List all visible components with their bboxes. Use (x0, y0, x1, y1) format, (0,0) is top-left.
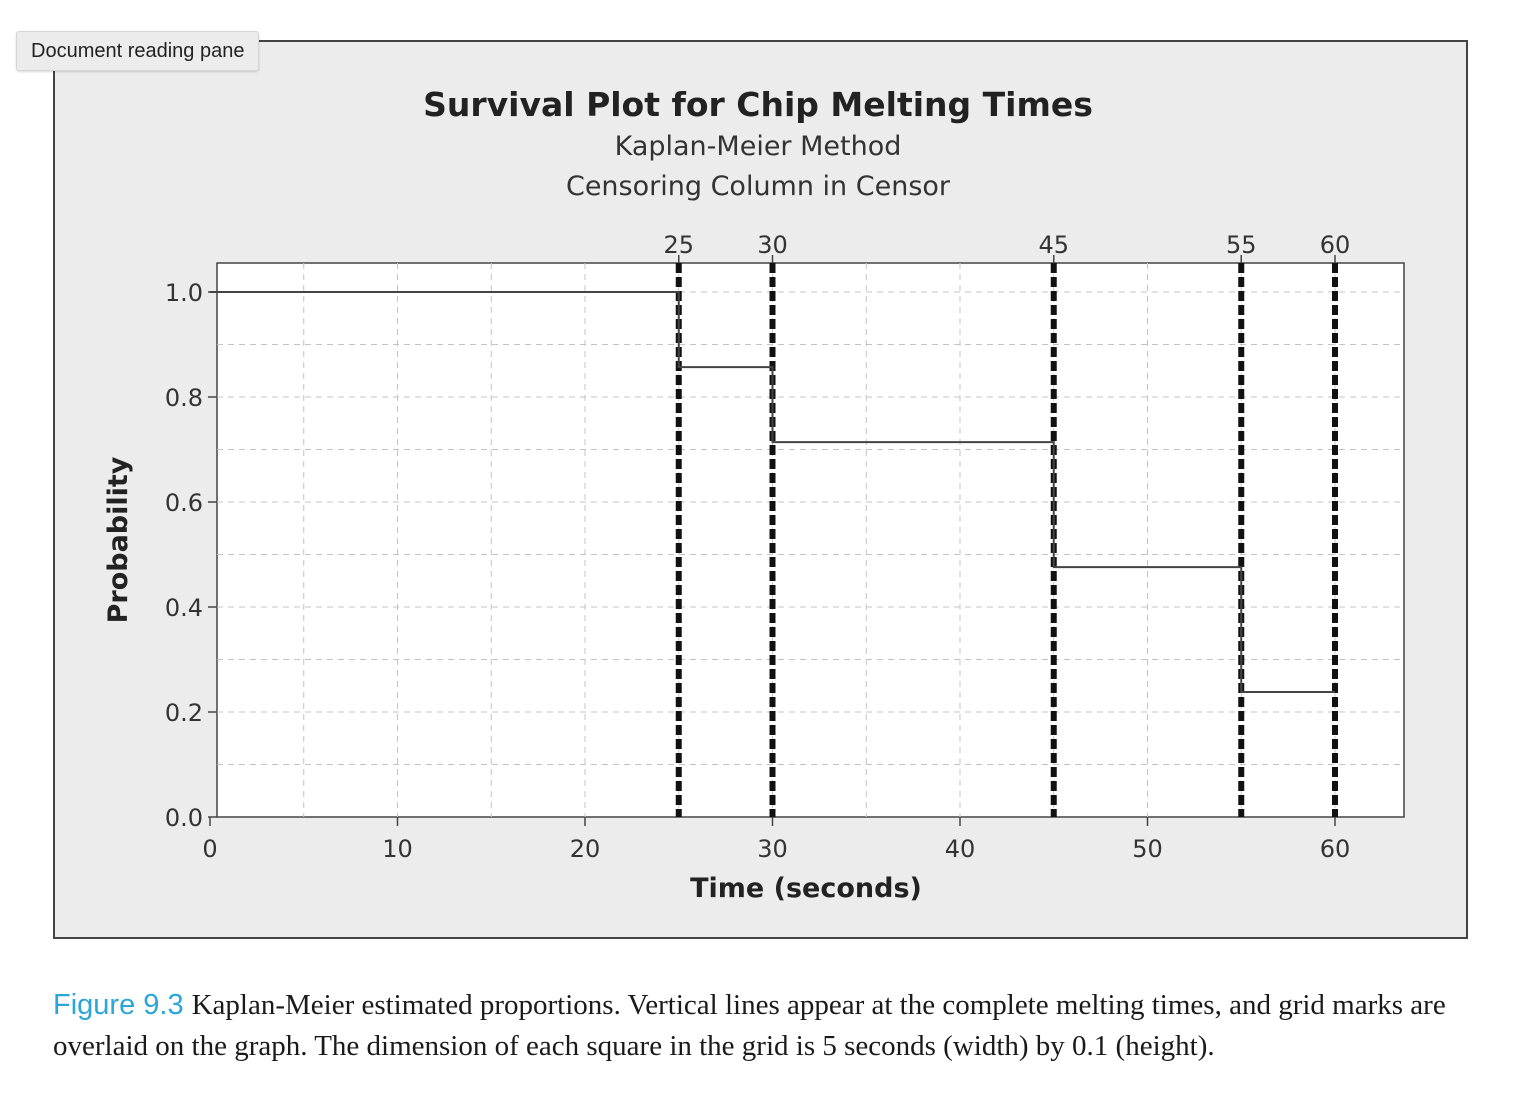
top-tick-label: 25 (663, 231, 694, 259)
caption-text: Kaplan-Meier estimated proportions. Vert… (53, 989, 1446, 1062)
figure-caption: Figure 9.3 Kaplan-Meier estimated proport… (53, 985, 1478, 1067)
x-tick-label: 60 (1320, 835, 1351, 863)
top-tick-label: 30 (757, 231, 788, 259)
x-axis-label: Time (seconds) (690, 873, 922, 904)
figure-number: Figure 9.3 (53, 989, 184, 1021)
x-tick-label: 30 (757, 835, 788, 863)
y-tick-label: 0.2 (165, 699, 203, 727)
x-tick-label: 10 (382, 835, 413, 863)
y-tick-label: 0.6 (165, 489, 203, 517)
top-tick-label: 55 (1226, 231, 1257, 259)
document-reading-pane-label: Document reading pane (16, 31, 260, 71)
y-axis-label: Probability (103, 456, 134, 623)
y-tick-label: 0.8 (165, 384, 203, 412)
x-tick-label: 40 (945, 835, 976, 863)
top-tick-label: 45 (1038, 231, 1069, 259)
x-tick-label: 20 (570, 835, 601, 863)
x-tick-label: 0 (202, 835, 217, 863)
chart-subtitle: Kaplan-Meier Method (615, 131, 902, 162)
top-tick-label: 60 (1320, 231, 1351, 259)
survival-plot-chart: 0.0 0.2 0.4 0.6 0.8 1.0 0 10 20 30 40 50 60 25 30 45 55 6… (103, 85, 1405, 904)
y-tick-label: 0.4 (165, 594, 203, 622)
survival-step-line (210, 291, 1335, 694)
plot-area (216, 262, 1405, 818)
x-tick-label: 50 (1132, 835, 1163, 863)
chart-subtitle: Censoring Column in Censor (566, 171, 951, 202)
y-tick-label: 0.0 (165, 804, 203, 832)
y-tick-label: 1.0 (165, 279, 203, 307)
chart-title: Survival Plot for Chip Melting Times (423, 85, 1093, 124)
